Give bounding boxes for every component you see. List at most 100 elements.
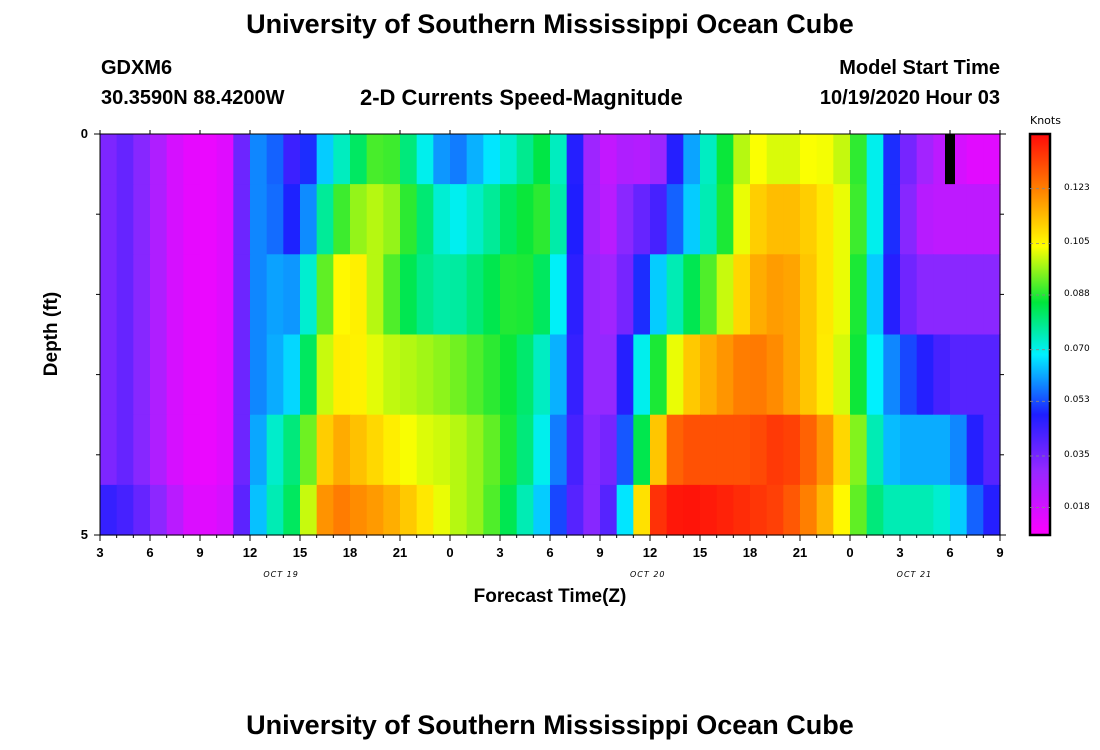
heatmap-cell xyxy=(200,184,218,255)
heatmap-cell xyxy=(450,134,468,185)
heatmap-cell xyxy=(366,484,384,536)
heatmap-cell xyxy=(816,254,834,336)
heatmap-cell xyxy=(316,134,334,185)
heatmap-cell xyxy=(350,254,368,336)
heatmap-cell xyxy=(750,134,768,185)
heatmap-cell xyxy=(133,414,151,486)
heatmap-cell xyxy=(950,484,968,536)
heatmap-cell xyxy=(783,184,801,255)
heatmap-cell xyxy=(400,334,418,416)
heatmap-cell xyxy=(700,414,718,486)
heatmap-cell xyxy=(266,484,284,536)
heatmap-cell xyxy=(150,134,168,185)
heatmap-cell xyxy=(850,334,868,416)
heatmap-cell xyxy=(883,334,901,416)
heatmap-cell xyxy=(766,254,784,336)
heatmap-cell xyxy=(283,484,301,536)
heatmap-cell xyxy=(416,334,434,416)
heatmap-cell xyxy=(550,134,568,185)
heatmap-cell xyxy=(583,334,601,416)
y-axis-label: Depth (ft) xyxy=(41,291,62,377)
heatmap-cell xyxy=(216,254,234,336)
heatmap-cell xyxy=(433,414,451,486)
heatmap-cell xyxy=(916,254,934,336)
heatmap-cell xyxy=(600,134,618,185)
heatmap-cell xyxy=(583,254,601,336)
colorbar-tick-label: 0.035 xyxy=(1064,450,1090,460)
heatmap-cell xyxy=(550,484,568,536)
heatmap-cell xyxy=(333,184,351,255)
heatmap-cell xyxy=(300,484,318,536)
heatmap-cell xyxy=(816,334,834,416)
heatmap-cell xyxy=(800,254,818,336)
heatmap-cell xyxy=(466,184,484,255)
heatmap-cell xyxy=(866,254,884,336)
heatmap-cell xyxy=(733,134,751,185)
station-coordinates: 30.3590N 88.4200W xyxy=(101,87,285,109)
heatmap-cell xyxy=(750,184,768,255)
heatmap-cell xyxy=(633,134,651,185)
heatmap-cell xyxy=(666,334,684,416)
date-label: OCT 20 xyxy=(630,570,666,579)
heatmap-cell xyxy=(400,254,418,336)
heatmap-cell xyxy=(683,254,701,336)
heatmap-cell xyxy=(483,134,501,185)
heatmap-cell xyxy=(850,184,868,255)
heatmap-cell xyxy=(433,184,451,255)
heatmap-cell xyxy=(283,414,301,486)
heatmap-cell xyxy=(266,414,284,486)
heatmap-cell xyxy=(800,414,818,486)
heatmap-cell xyxy=(616,254,634,336)
heatmap-cell xyxy=(883,484,901,536)
heatmap-cell xyxy=(400,484,418,536)
heatmap-cell xyxy=(583,484,601,536)
heatmap-cell xyxy=(300,134,318,185)
x-axis-label: Forecast Time(Z) xyxy=(473,586,627,607)
heatmap-cell xyxy=(466,334,484,416)
heatmap-cell xyxy=(900,254,918,336)
heatmap-cell xyxy=(200,414,218,486)
heatmap-cell xyxy=(816,484,834,536)
heatmap-cell xyxy=(416,184,434,255)
heatmap-cell xyxy=(450,484,468,536)
colorbar-tick-label: 0.070 xyxy=(1064,343,1090,354)
heatmap-cell xyxy=(250,484,268,536)
heatmap-cell xyxy=(650,484,668,536)
heatmap-cell xyxy=(433,254,451,336)
chart-title: University of Southern Mississippi Ocean… xyxy=(246,9,854,39)
x-tick-label: 3 xyxy=(896,545,904,560)
heatmap-cell xyxy=(633,334,651,416)
heatmap-cell xyxy=(950,254,968,336)
heatmap-cell xyxy=(366,334,384,416)
x-tick-label: 15 xyxy=(292,545,308,560)
heatmap-cell xyxy=(400,134,418,185)
heatmap-cell xyxy=(450,334,468,416)
heatmap-cell xyxy=(750,414,768,486)
heatmap-cell xyxy=(266,184,284,255)
heatmap-cell xyxy=(933,184,951,255)
heatmap-cell xyxy=(233,334,251,416)
heatmap-cell xyxy=(266,134,284,185)
chart-subtitle: 2-D Currents Speed-Magnitude xyxy=(360,85,683,110)
heatmap-cell xyxy=(516,184,534,255)
heatmap-cell xyxy=(766,134,784,185)
heatmap-cell xyxy=(383,414,401,486)
y-tick-label: 5 xyxy=(80,527,88,542)
colorbar-tick-label: 0.088 xyxy=(1064,289,1090,299)
heatmap-cell xyxy=(916,184,934,255)
heatmap-cell xyxy=(833,184,851,255)
heatmap-cell xyxy=(716,134,734,185)
date-label: OCT 19 xyxy=(263,570,299,579)
heatmap-cell xyxy=(500,414,518,486)
heatmap-cell xyxy=(100,134,118,185)
heatmap-cell xyxy=(216,134,234,185)
heatmap-cell xyxy=(966,414,984,486)
heatmap-cell xyxy=(600,414,618,486)
heatmap-cell xyxy=(416,414,434,486)
x-tick-label: 15 xyxy=(692,545,708,560)
heatmap-cell xyxy=(700,184,718,255)
heatmap-cell xyxy=(366,184,384,255)
x-tick-label: 9 xyxy=(196,545,204,560)
x-tick-label: 6 xyxy=(146,545,154,560)
heatmap-cell xyxy=(966,334,984,416)
